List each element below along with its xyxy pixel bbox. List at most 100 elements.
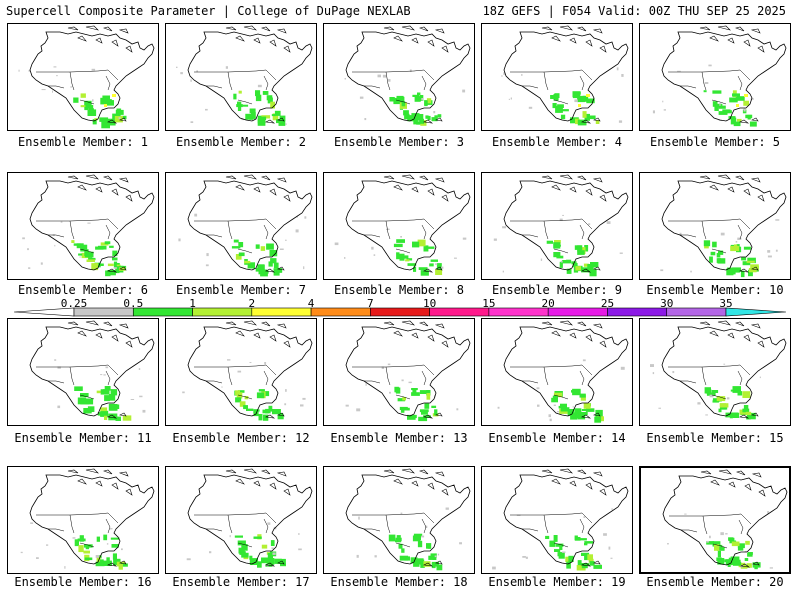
colorbar-tick-label: 2 xyxy=(248,297,256,310)
scp-shading xyxy=(54,359,146,421)
map-svg xyxy=(182,320,313,421)
colorbar-tick-label: 4 xyxy=(307,297,315,310)
member-label: Ensemble Member: 4 xyxy=(491,135,623,149)
colorbar-tick-label: 0.5 xyxy=(123,297,144,310)
member-label: Ensemble Member: 15 xyxy=(646,431,784,445)
member-label: Ensemble Member: 20 xyxy=(646,575,784,589)
scp-shading xyxy=(344,69,466,126)
ensemble-member-map xyxy=(639,318,791,426)
ensemble-member-map xyxy=(165,172,317,280)
member-label: Ensemble Member: 18 xyxy=(330,575,468,589)
scp-shading xyxy=(660,219,780,278)
map-title: Supercell Composite Parameter | College … xyxy=(6,4,411,18)
ensemble-member-map xyxy=(481,172,633,280)
map-svg xyxy=(497,320,629,423)
ensemble-member-map xyxy=(323,466,475,574)
scp-shading xyxy=(356,507,462,571)
colorbar-segment xyxy=(429,307,490,317)
colorbar-tick-label: 15 xyxy=(482,297,496,310)
member-label: Ensemble Member: 16 xyxy=(14,575,152,589)
scp-shading xyxy=(492,508,613,571)
ensemble-member-map xyxy=(323,318,475,426)
colorbar-segment xyxy=(488,307,549,317)
colorbar xyxy=(13,307,787,317)
member-label: Ensemble Member: 6 xyxy=(17,283,149,297)
member-label: Ensemble Member: 8 xyxy=(333,283,465,297)
valid-time: 18Z GEFS | F054 Valid: 00Z THU SEP 25 20… xyxy=(482,4,786,18)
map-svg xyxy=(660,174,787,278)
ensemble-member-map xyxy=(481,23,633,131)
colorbar-high-arrow xyxy=(725,307,787,317)
map-svg xyxy=(492,468,629,571)
colorbar-tick-label: 20 xyxy=(541,297,555,310)
ensemble-member-map xyxy=(323,172,475,280)
member-label: Ensemble Member: 17 xyxy=(172,575,310,589)
member-label: Ensemble Member: 11 xyxy=(14,431,152,445)
map-svg xyxy=(20,468,155,570)
scp-shading xyxy=(497,359,625,423)
scp-shading xyxy=(667,511,773,570)
colorbar-segment xyxy=(547,307,608,317)
scp-shading xyxy=(182,359,306,421)
colorbar-segment xyxy=(370,307,430,317)
member-label: Ensemble Member: 5 xyxy=(649,135,781,149)
ensemble-member-map xyxy=(639,23,791,131)
ensemble-member-map xyxy=(7,172,159,280)
map-svg xyxy=(652,25,787,127)
colorbar-segment xyxy=(192,307,253,317)
colorbar-segment xyxy=(251,307,312,317)
scp-shading xyxy=(493,214,623,277)
ensemble-member-map xyxy=(165,23,317,131)
ensemble-member-map xyxy=(7,23,159,131)
member-label: Ensemble Member: 10 xyxy=(646,283,784,297)
colorbar-tick-label: 30 xyxy=(660,297,674,310)
colorbar-segment xyxy=(607,307,668,317)
map-svg xyxy=(501,25,629,126)
ensemble-member-map xyxy=(7,466,159,574)
map-svg xyxy=(493,174,629,277)
member-label: Ensemble Member: 7 xyxy=(175,283,307,297)
map-svg xyxy=(176,25,313,126)
scp-shading xyxy=(652,64,757,127)
colorbar-segment xyxy=(310,307,371,317)
scp-shading xyxy=(650,363,761,420)
ensemble-member-map xyxy=(165,466,317,574)
map-svg xyxy=(18,25,155,129)
ensemble-member-map xyxy=(639,172,791,280)
ensemble-member-map xyxy=(639,466,791,574)
member-label: Ensemble Member: 1 xyxy=(17,135,149,149)
scp-shading xyxy=(22,221,127,277)
scp-shading xyxy=(176,66,287,126)
scp-shading xyxy=(20,522,128,570)
scp-shading xyxy=(334,228,467,276)
ensemble-member-map xyxy=(481,466,633,574)
ensemble-member-map xyxy=(7,318,159,426)
map-svg xyxy=(186,468,313,568)
member-label: Ensemble Member: 19 xyxy=(488,575,626,589)
map-svg xyxy=(345,320,471,422)
colorbar-tick-label: 7 xyxy=(367,297,374,310)
map-svg xyxy=(178,174,313,277)
colorbar-tick-label: 0.25 xyxy=(60,297,88,310)
colorbar-tick-label: 10 xyxy=(423,297,437,310)
scp-shading xyxy=(501,67,624,126)
ensemble-member-map xyxy=(481,318,633,426)
member-label: Ensemble Member: 14 xyxy=(488,431,626,445)
member-label: Ensemble Member: 12 xyxy=(172,431,310,445)
member-label: Ensemble Member: 2 xyxy=(175,135,307,149)
map-svg xyxy=(650,320,787,420)
colorbar-segment xyxy=(666,307,727,317)
member-label: Ensemble Member: 3 xyxy=(333,135,465,149)
scp-shading xyxy=(186,522,302,568)
colorbar-tick-label: 25 xyxy=(600,297,615,310)
scp-shading xyxy=(178,213,307,277)
map-svg xyxy=(344,25,471,126)
map-svg xyxy=(345,468,471,571)
colorbar-tick-label: 35 xyxy=(719,297,733,310)
map-svg xyxy=(22,174,155,277)
scp-shading xyxy=(345,363,459,422)
ensemble-member-map xyxy=(165,318,317,426)
map-svg xyxy=(662,469,788,570)
scp-shading xyxy=(18,66,127,129)
member-label: Ensemble Member: 9 xyxy=(491,283,623,297)
